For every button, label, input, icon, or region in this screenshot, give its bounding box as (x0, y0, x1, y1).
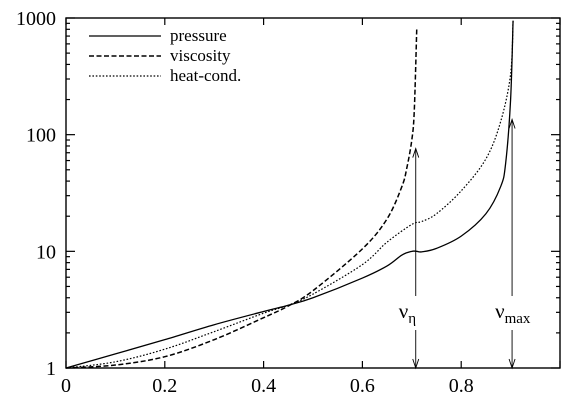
nu-max-label: νmax (495, 299, 531, 327)
series-viscosity (65, 29, 418, 369)
plot-frame (65, 17, 561, 369)
series-group (65, 20, 514, 369)
x-tick-label: 0 (61, 375, 71, 397)
annotations: νη νmax (399, 118, 531, 370)
nu-max-arrowhead-down (508, 358, 516, 370)
x-tick-label: 0.8 (449, 375, 474, 397)
series-pressure (65, 20, 514, 369)
nu-eta-label: νη (399, 299, 417, 327)
x-tick-label: 0.4 (251, 375, 276, 397)
y-tick-label: 10 (36, 241, 56, 263)
nu-eta-arrowhead-down (412, 358, 420, 370)
y-tick-label: 100 (26, 125, 56, 147)
legend-label: heat-cond. (170, 66, 241, 85)
y-tick-label: 1000 (16, 8, 56, 30)
nu-max-symbol: ν (495, 299, 505, 323)
nu-eta-symbol: ν (399, 299, 409, 323)
y-tick-label: 1 (46, 358, 56, 380)
tick-labels: 0 0.2 0.4 0.6 0.8 1 10 100 1000 (16, 8, 474, 397)
nu-eta-subscript: η (408, 311, 416, 327)
nu-max-arrowhead-up (508, 118, 516, 129)
x-tick-label: 0.2 (152, 375, 177, 397)
ticks (65, 17, 561, 369)
legend-label: pressure (170, 26, 227, 45)
nu-eta-arrowhead-up (412, 147, 420, 158)
x-tick-label: 0.6 (350, 375, 375, 397)
nu-max-subscript: max (505, 311, 531, 327)
series-heatcond (65, 20, 514, 369)
legend-label: viscosity (170, 46, 231, 65)
